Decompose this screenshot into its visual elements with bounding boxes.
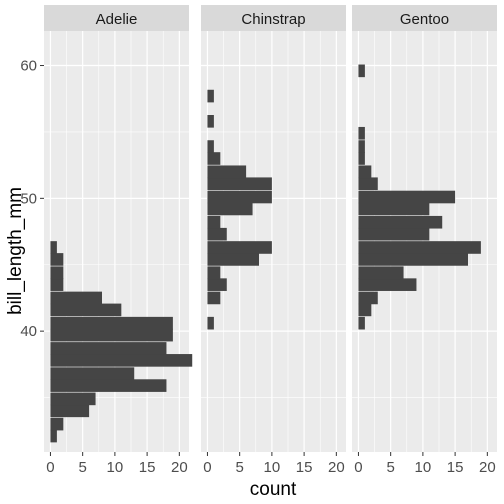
histogram-bar [207,241,272,254]
x-tick-label: 20 [479,459,496,476]
histogram-bar [50,241,57,254]
x-tick-label: 10 [415,459,432,476]
histogram-bar [358,227,430,241]
x-tick-label: 15 [139,459,156,476]
histogram-bar [358,278,417,291]
y-tick-label: 50 [20,190,37,207]
histogram-bar [50,316,173,330]
histogram-bar [50,379,167,392]
histogram-bar [50,392,96,406]
histogram-bar [358,126,365,140]
x-tick-label: 15 [447,459,464,476]
histogram-bar [358,253,468,266]
histogram-bar [358,241,481,254]
histogram-bar [207,190,272,204]
histogram-bar [207,140,214,153]
histogram-bar [358,303,372,317]
facet-strip-label: Gentoo [400,11,449,28]
histogram-bar [207,316,214,330]
x-tick-label: 5 [386,459,394,476]
y-tick-label: 60 [20,58,37,75]
histogram-bar [50,303,122,317]
facet-strip [201,5,346,31]
histogram-bar [358,266,404,280]
histogram-bar [50,417,64,431]
histogram-bar [50,253,64,266]
x-tick-label: 10 [264,459,281,476]
histogram-bar [50,429,57,443]
facet-panel-chinstrap: Chinstrap [201,5,346,452]
histogram-bar [358,291,378,305]
x-tick-label: 20 [171,459,188,476]
histogram-bar [50,328,173,342]
histogram-bar [50,367,135,380]
histogram-bar [50,342,167,355]
histogram-bar [358,64,365,78]
histogram-bar [207,215,221,229]
facet-panels: Adelie Chinstrap Gentoo [44,5,497,452]
histogram-bar [50,404,90,418]
histogram-bar [358,165,372,179]
facet-strip-label: Adelie [96,11,138,28]
histogram-bar [50,354,193,367]
histogram-bar [207,291,221,305]
y-axis: 40 50 60 [20,58,44,340]
histogram-bar [207,227,227,241]
histogram-bar [207,266,221,280]
histogram-bar [50,278,64,291]
x-tick-label: 0 [203,459,211,476]
histogram-bar [207,165,247,179]
histogram-bar [358,202,430,216]
x-tick-label: 5 [235,459,243,476]
x-tick-label: 20 [328,459,345,476]
facet-strip-label: Chinstrap [241,11,305,28]
x-tick-label: 15 [296,459,313,476]
histogram-bar [207,253,259,266]
histogram-bar [207,152,221,165]
histogram-bar [207,278,227,291]
histogram-bar [358,316,365,330]
x-tick-label: 10 [107,459,124,476]
histogram-bar [358,215,443,229]
x-axis-title: count [250,479,297,500]
histogram-bar [50,266,64,280]
histogram-bar [358,190,456,204]
y-axis-title: bill_length_mm [5,187,26,315]
histogram-bar [207,115,214,128]
facet-strip [44,5,189,31]
histogram-bar [358,152,365,165]
y-tick-label: 40 [20,323,37,340]
histogram-bar [207,89,214,103]
histogram-bar [358,140,365,153]
x-tick-label: 0 [354,459,362,476]
histogram-bar [207,177,272,191]
histogram-bar [50,291,102,305]
histogram-bar [207,202,253,216]
x-axis: 0 5 10 15 20 0 5 10 15 20 0 5 10 15 20 [46,452,496,476]
x-tick-label: 5 [78,459,86,476]
facet-strip [352,5,497,31]
histogram-bar [358,177,378,191]
facet-panel-gentoo: Gentoo [352,5,497,452]
x-tick-label: 0 [46,459,54,476]
facet-panel-adelie: Adelie [44,5,193,452]
